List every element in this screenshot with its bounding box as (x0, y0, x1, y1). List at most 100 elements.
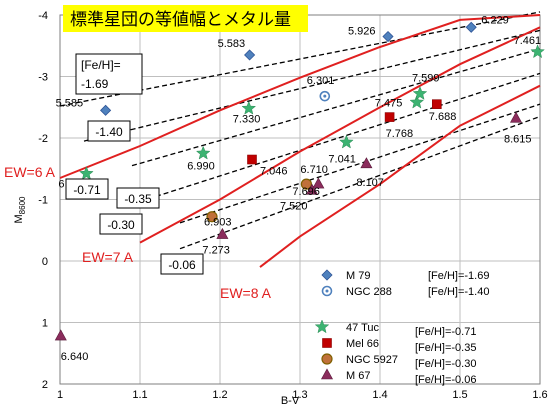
feh-label: -1.69 (81, 77, 109, 91)
x-tick-label: 1.4 (372, 389, 387, 401)
data-point (206, 211, 218, 223)
feh-label-box (87, 120, 131, 142)
feh-label: -0.30 (107, 218, 135, 232)
legend-series-name: NGC 288 (346, 286, 392, 298)
legend-feh-value: [Fe/H]=-0.30 (415, 358, 476, 370)
data-point (409, 94, 425, 109)
point-label: 6.903 (204, 217, 232, 229)
y-axis-label: M8600 (13, 196, 27, 224)
data-point (339, 134, 354, 149)
data-point (431, 99, 442, 109)
data-point (300, 178, 312, 190)
legend-series-name: 47 Tuc (346, 322, 380, 334)
x-tick-label: 1.5 (452, 389, 467, 401)
point-label: 7.696 (292, 186, 320, 198)
data-point (384, 112, 395, 122)
point-label: 8.107 (356, 177, 384, 189)
feh-label: -0.35 (124, 192, 152, 206)
point-label: 7.461 (514, 35, 542, 47)
chart-title: 標準星団の等値幅とメタル量 (70, 10, 291, 29)
legend-series-name: M 79 (346, 270, 370, 282)
data-point (312, 177, 325, 189)
x-tick-label: 1 (57, 389, 63, 401)
x-axis-label: B-V (281, 395, 300, 407)
x-tick-label: 1.1 (132, 389, 147, 401)
legend-feh-value: [Fe/H]=-1.40 (428, 286, 489, 298)
legend: M 79 [Fe/H]=-1.69 NGC 288 [Fe/H]=-1.40 47 Tu… (314, 269, 489, 386)
feh-label-box (160, 253, 204, 275)
data-point-center (323, 94, 327, 98)
y-tick-label: -4 (38, 10, 48, 22)
feh-label: -1.40 (95, 125, 123, 139)
point-labels: 5.5855.5835.9266.2296.3016.0996.9907.330… (56, 14, 542, 363)
feh-label-box (116, 187, 160, 209)
y-tick-label: 2 (42, 379, 48, 391)
data-point (54, 329, 67, 341)
feh-line (179, 103, 541, 224)
ew-curve (59, 14, 541, 179)
data-point (247, 154, 257, 165)
data-point (195, 145, 211, 160)
point-label: 5.583 (218, 38, 246, 50)
title-background (63, 5, 308, 32)
legend-series-name: NGC 5927 (346, 354, 398, 366)
feh-label-box (99, 213, 143, 235)
legend-marker (320, 368, 334, 380)
data-point (241, 100, 257, 115)
legend-feh-value: [Fe/H]=-0.71 (415, 326, 476, 338)
feh-label-box (75, 53, 143, 95)
point-label: 7.768 (386, 128, 414, 140)
legend-marker-center (325, 289, 329, 293)
x-tick-label: 1.2 (212, 389, 227, 401)
annotations: EW=6 A EW=7 A EW=8 A [Fe/H]= -1.69 -1.40 -0.71… (4, 53, 272, 301)
feh-line (131, 48, 541, 167)
point-label: 6.640 (61, 351, 89, 363)
point-label: 6.990 (187, 160, 215, 172)
point-label: 6.710 (300, 164, 328, 176)
point-label: 7.475 (375, 97, 403, 109)
point-label: 7.041 (328, 153, 356, 165)
feh-label: -0.06 (168, 258, 196, 272)
point-label: 8.615 (504, 133, 532, 145)
y-tick-label: -1 (38, 195, 48, 207)
data-point (360, 157, 373, 169)
point-label: 7.046 (260, 166, 288, 178)
feh-label-box (65, 178, 109, 200)
data-point (79, 166, 94, 180)
title-group: 標準星団の等値幅とメタル量 (63, 5, 308, 32)
legend-marker (321, 353, 333, 365)
data-point (465, 21, 477, 33)
feh-box-header: [Fe/H]= (81, 58, 121, 72)
data-points (54, 21, 545, 341)
data-point (509, 111, 523, 123)
legend-marker (314, 319, 330, 334)
x-tick-label: 1.6 (532, 389, 547, 401)
legend-feh-value: [Fe/H]=-1.69 (428, 270, 489, 282)
y-tick-label: 0 (42, 256, 48, 268)
point-label: 7.599 (412, 73, 440, 85)
legend-feh-value: [Fe/H]=-0.06 (415, 374, 476, 386)
data-point (244, 49, 256, 61)
feh-line (83, 29, 541, 142)
data-point (100, 104, 112, 116)
legend-marker (322, 338, 332, 348)
data-point (412, 86, 428, 100)
legend-series-name: M 67 (346, 370, 370, 382)
point-label: 7.273 (202, 245, 230, 257)
y-tick-label: 1 (42, 318, 48, 330)
legend-marker (321, 269, 333, 281)
legend-series-name: Mel 66 (346, 338, 379, 350)
feh-label: -0.71 (73, 183, 101, 197)
ew-curve (139, 26, 541, 244)
ew-curves (59, 14, 541, 268)
legend-feh-value: [Fe/H]=-0.35 (415, 342, 476, 354)
data-point (382, 30, 394, 43)
data-point (305, 183, 319, 195)
ew-curve-label: EW=6 A (4, 164, 56, 180)
point-label: 7.520 (280, 200, 308, 212)
y-tick-label: -3 (38, 72, 48, 84)
feh-line (155, 72, 541, 198)
y-tick-label: -2 (38, 133, 48, 145)
